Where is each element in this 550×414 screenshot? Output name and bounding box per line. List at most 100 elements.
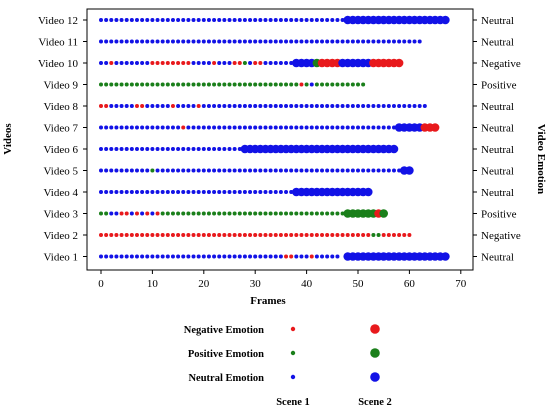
scene1-neutral-dot — [155, 147, 160, 151]
scene1-neutral-dot — [134, 18, 139, 22]
scene1-neutral-dot — [140, 254, 145, 259]
scene1-neutral-dot — [237, 254, 242, 259]
scene1-neutral-dot — [155, 104, 160, 108]
scene1-neutral-dot — [114, 104, 119, 108]
scene1-negative-dot — [140, 104, 145, 108]
scene1-neutral-dot — [140, 190, 145, 194]
scene1-neutral-dot — [273, 39, 278, 44]
legend-label-neutral: Neutral Emotion — [188, 373, 264, 384]
scene1-neutral-dot — [237, 104, 242, 108]
scene1-positive-dot — [155, 82, 160, 87]
scene1-neutral-dot — [170, 254, 175, 259]
scene1-neutral-dot — [191, 125, 196, 130]
legend-scene1-neutral-dot — [290, 374, 296, 380]
scene1-neutral-dot — [170, 190, 175, 194]
scene1-neutral-dot — [242, 39, 247, 44]
scene1-neutral-dot — [212, 168, 217, 173]
scene1-neutral-dot — [304, 39, 309, 44]
scene1-negative-dot — [361, 233, 366, 237]
scene1-neutral-dot — [124, 125, 129, 130]
scene1-neutral-dot — [196, 254, 201, 259]
scene1-neutral-dot — [181, 168, 186, 173]
scene1-neutral-dot — [155, 254, 160, 259]
scene1-neutral-dot — [309, 104, 314, 108]
scene1-positive-dot — [181, 82, 186, 87]
scene1-neutral-dot — [258, 254, 263, 259]
scene1-neutral-dot — [263, 104, 268, 108]
scene1-neutral-dot — [165, 18, 170, 22]
scene1-neutral-dot — [119, 39, 124, 44]
scene1-neutral-dot — [104, 168, 109, 173]
scene1-negative-dot — [237, 233, 242, 237]
scene1-neutral-dot — [309, 125, 314, 130]
scene1-neutral-dot — [124, 168, 129, 173]
scene1-neutral-dot — [366, 104, 371, 108]
scene1-neutral-dot — [340, 104, 345, 108]
scene1-neutral-dot — [196, 168, 201, 173]
scene1-neutral-dot — [217, 168, 222, 173]
scene1-positive-dot — [206, 211, 211, 216]
scene1-negative-dot — [268, 233, 273, 237]
scene1-neutral-dot — [119, 147, 124, 151]
scene1-positive-dot — [340, 82, 345, 87]
scene1-neutral-dot — [248, 125, 253, 130]
scene1-positive-dot — [248, 211, 253, 216]
scene1-negative-dot — [258, 61, 263, 65]
scene1-neutral-dot — [176, 104, 181, 108]
scene1-neutral-dot — [345, 39, 350, 44]
scene1-neutral-dot — [206, 147, 211, 151]
scene1-negative-dot — [165, 233, 170, 237]
scene1-neutral-dot — [165, 147, 170, 151]
scene1-neutral-dot — [407, 39, 412, 44]
scene1-negative-dot — [212, 233, 217, 237]
scene1-neutral-dot — [140, 147, 145, 151]
scene1-neutral-dot — [124, 39, 129, 44]
scene1-neutral-dot — [196, 39, 201, 44]
scene1-neutral-dot — [160, 254, 165, 259]
scene1-neutral-dot — [268, 104, 273, 108]
scene1-neutral-dot — [361, 39, 366, 44]
scene1-neutral-dot — [155, 168, 160, 173]
scene1-neutral-dot — [201, 61, 206, 65]
scene1-positive-dot — [273, 82, 278, 87]
scene1-positive-dot — [309, 211, 314, 216]
scene1-neutral-dot — [386, 168, 391, 173]
scene1-neutral-dot — [397, 104, 402, 108]
scene1-neutral-dot — [309, 39, 314, 44]
scene1-negative-dot — [176, 233, 181, 237]
scene1-neutral-dot — [325, 125, 330, 130]
scene1-neutral-dot — [278, 125, 283, 130]
scene1-neutral-dot — [268, 254, 273, 259]
scene1-neutral-dot — [242, 168, 247, 173]
scene1-neutral-dot — [181, 39, 186, 44]
scene1-positive-dot — [170, 82, 175, 87]
scene1-negative-dot — [248, 233, 253, 237]
y-tick-label-video: Video 6 — [44, 144, 79, 156]
scene1-neutral-dot — [227, 254, 232, 259]
scene1-neutral-dot — [109, 147, 114, 151]
scene1-neutral-dot — [227, 39, 232, 44]
scene1-positive-dot — [289, 211, 294, 216]
scene1-negative-dot — [181, 125, 186, 130]
scene1-neutral-dot — [196, 147, 201, 151]
scene1-negative-dot — [155, 233, 160, 237]
scene1-neutral-dot — [320, 39, 325, 44]
scene1-neutral-dot — [155, 125, 160, 130]
scene1-neutral-dot — [309, 82, 314, 87]
scene1-neutral-dot — [104, 61, 109, 65]
scene1-neutral-dot — [201, 254, 206, 259]
scene1-negative-dot — [129, 233, 134, 237]
scene1-neutral-dot — [170, 18, 175, 22]
scene1-neutral-dot — [170, 125, 175, 130]
scene1-neutral-dot — [201, 18, 206, 22]
scene1-neutral-dot — [206, 61, 211, 65]
scene1-neutral-dot — [278, 190, 283, 194]
scene1-neutral-dot — [320, 254, 325, 259]
scene1-neutral-dot — [181, 18, 186, 22]
scene1-neutral-dot — [186, 190, 191, 194]
scene1-neutral-dot — [258, 18, 263, 22]
x-tick-label: 0 — [98, 278, 104, 290]
scene1-negative-dot — [320, 233, 325, 237]
scene1-neutral-dot — [299, 104, 304, 108]
scene1-negative-dot — [407, 233, 412, 237]
